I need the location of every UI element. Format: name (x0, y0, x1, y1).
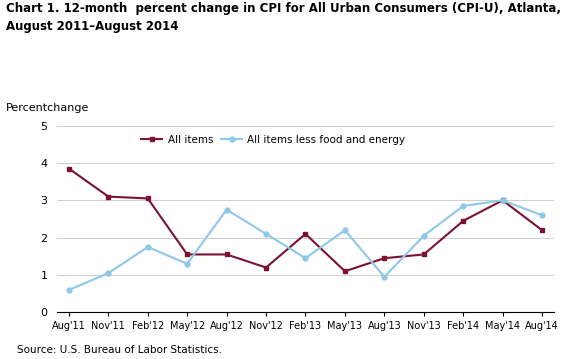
All items (105, 195, 112, 199)
All items less food and energy (66, 288, 73, 292)
Line: All items less food and energy: All items less food and energy (66, 198, 545, 292)
Legend: All items, All items less food and energy: All items, All items less food and energ… (137, 131, 409, 149)
All items less food and energy (302, 256, 309, 260)
Text: Percentchange: Percentchange (6, 103, 89, 113)
All items less food and energy (263, 232, 270, 236)
Line: All items: All items (66, 166, 545, 274)
All items less food and energy (341, 228, 348, 232)
All items (223, 252, 230, 257)
Text: August 2011–August 2014: August 2011–August 2014 (6, 20, 178, 33)
All items (144, 196, 151, 201)
All items less food and energy (460, 204, 467, 208)
All items less food and energy (538, 213, 545, 218)
All items less food and energy (420, 234, 427, 238)
All items less food and energy (184, 262, 191, 266)
All items less food and energy (223, 208, 230, 212)
Text: Source: U.S. Bureau of Labor Statistics.: Source: U.S. Bureau of Labor Statistics. (17, 345, 222, 355)
All items less food and energy (499, 198, 506, 202)
Text: Chart 1. 12-month  percent change in CPI for All Urban Consumers (CPI-U), Atlant: Chart 1. 12-month percent change in CPI … (6, 2, 561, 15)
All items (341, 269, 348, 274)
All items (302, 232, 309, 236)
All items (66, 167, 73, 171)
All items less food and energy (144, 245, 151, 249)
All items (420, 252, 427, 257)
All items (184, 252, 191, 257)
All items less food and energy (105, 271, 112, 275)
All items (499, 198, 506, 202)
All items (263, 265, 270, 270)
All items less food and energy (381, 275, 388, 279)
All items (538, 228, 545, 232)
All items (381, 256, 388, 260)
All items (460, 219, 467, 223)
